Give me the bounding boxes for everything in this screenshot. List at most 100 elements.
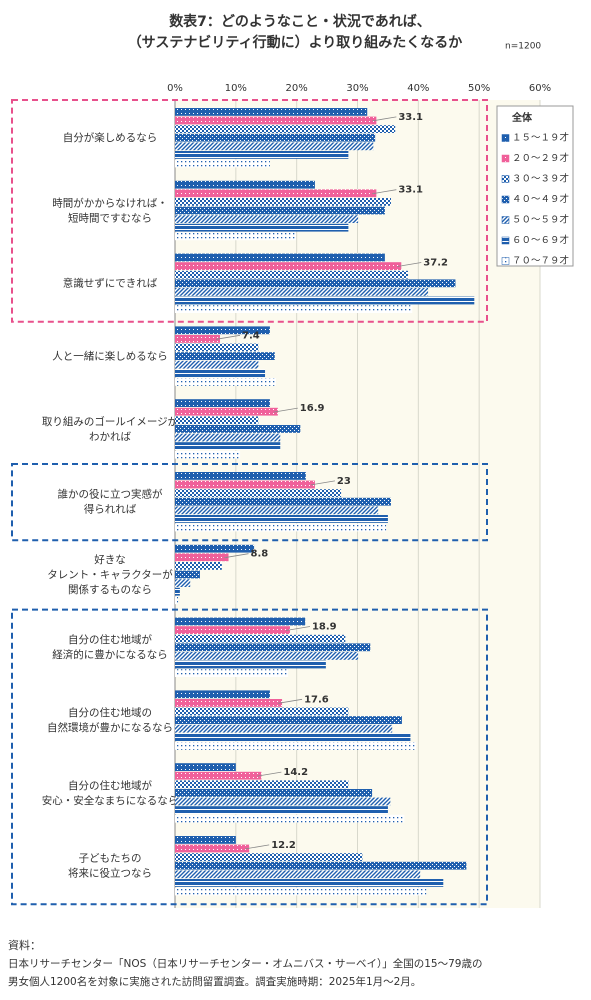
x-tick-label: 30% [346,83,368,94]
bar [175,472,306,480]
category-label: 好きな [94,554,126,566]
bar [175,262,402,270]
bar [175,789,373,797]
leader-line [273,407,298,413]
bar [175,515,388,523]
legend-marker [501,175,510,183]
bar [175,634,346,643]
bar [175,416,259,425]
bar [175,806,388,814]
bar [175,279,456,288]
bar [175,699,283,707]
legend-marker [501,154,510,163]
leader-line [215,334,241,340]
chart-title: （サステナビリティ行動に）より取り組みたくなるか [128,34,463,51]
bar [175,579,191,587]
bar [175,716,402,724]
x-tick-label: 0% [167,83,183,94]
x-tick-label: 60% [529,83,551,94]
bar [175,232,297,241]
highlight-box [11,608,488,906]
bar [175,780,349,789]
leader-line [310,480,335,486]
x-tick-label: 50% [468,83,490,94]
legend-marker [501,236,510,245]
bar [175,617,306,626]
bar [175,215,359,223]
bar [175,660,326,669]
bar [175,733,411,742]
category-label: 自分の住む地域が [68,779,152,792]
data-label: 18.9 [312,622,337,633]
bar [175,506,379,515]
bar [175,814,405,823]
category-label: 自分の住む地域の [68,706,152,719]
source: 男女個人1200名を対象に実施された訪問留置調査。調査実施時期：2025年1月～… [8,975,421,988]
bar [175,596,179,605]
data-label: 23 [337,476,351,487]
category-label: 自然環境が豊かになるなら [47,721,173,734]
bar [175,326,270,335]
bar [175,369,266,378]
bar [175,450,241,459]
legend-label: ２０～２９才 [512,152,569,164]
bar [175,151,349,159]
category-label: 自分の住む地域が [68,633,152,646]
bar [175,442,281,450]
bar [175,253,385,262]
bar [175,724,393,733]
bar [175,797,391,806]
category-label: 得られれば [84,504,137,516]
legend-marker [501,216,510,224]
bar [175,562,222,570]
category-label: タレント・キャラクターが [47,568,173,581]
leader-line [257,771,282,777]
legend-marker [501,134,510,142]
bar [175,523,387,532]
leader-line [372,116,397,122]
bar [175,180,315,189]
leader-line [278,698,303,704]
highlight-box [11,99,488,323]
legend-label: ７０～７９才 [512,255,569,267]
legend-label: １５～１９才 [512,132,569,144]
data-label: 7.4 [242,330,260,341]
bar [175,879,444,887]
leader-line [285,626,311,631]
category-label: 意識せずにできれば [63,277,158,290]
bar [175,352,275,360]
bar [175,296,475,305]
bar [175,707,349,716]
bar [175,116,377,125]
category-label: 取り組みのゴールイメージが [42,415,179,428]
bar [175,360,259,369]
category-label: 人と一緒に楽しめるなら [52,350,168,363]
bar [175,125,396,133]
bar [175,206,385,215]
bar [175,399,270,407]
bar [175,853,363,861]
x-tick-label: 20% [286,83,308,94]
data-label: 8.8 [251,549,269,560]
data-label: 17.6 [304,694,329,705]
legend-title: 全体 [511,111,533,124]
bar [175,378,276,386]
bar [175,480,315,489]
bar [175,433,281,442]
bar [175,652,359,660]
source: 日本リサーチセンター「NOS（日本リサーチセンター・オムニバス・サーベイ）」全国… [8,957,482,970]
legend-marker [501,257,510,265]
category-label: 時間がかからなければ・ [52,196,168,209]
bar [175,626,290,634]
bar [175,133,376,142]
legend-box [496,105,574,267]
bar [175,489,342,497]
legend-label: ４０～４９才 [512,193,569,205]
bar [175,343,259,352]
bar [175,643,371,652]
bar [175,836,236,844]
data-label: 33.1 [398,185,423,196]
leader-line [245,844,270,850]
bar [175,223,349,232]
